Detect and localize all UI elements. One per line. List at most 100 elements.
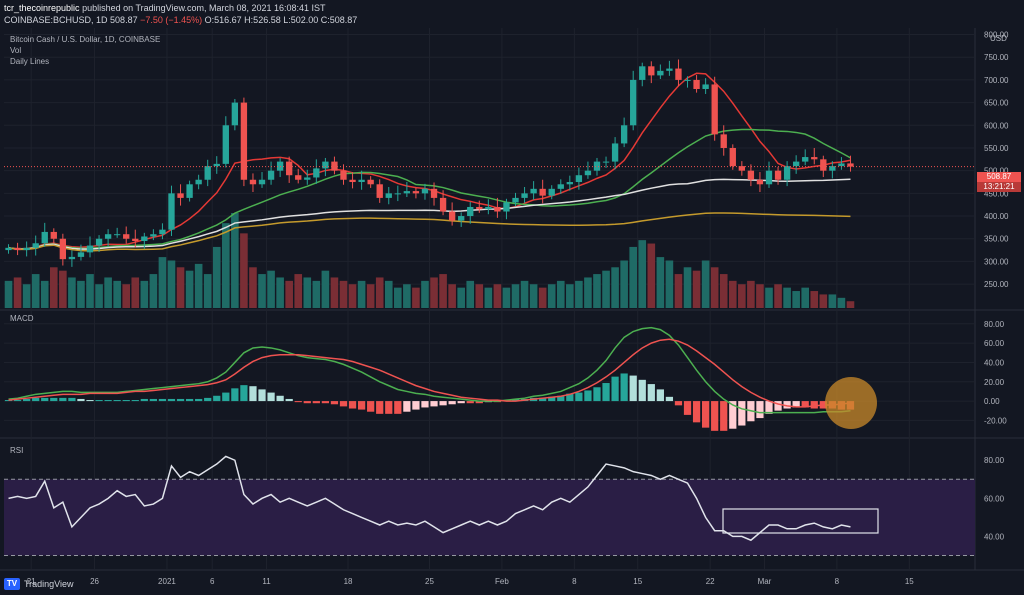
candle-body <box>113 234 121 236</box>
candle-body <box>68 256 76 260</box>
macd-histogram-bar <box>439 401 447 406</box>
candle-body <box>41 231 48 244</box>
macd-signal-line <box>8 338 851 408</box>
macd-label: MACD <box>10 314 34 323</box>
macd-histogram-bar <box>357 401 366 410</box>
macd-histogram-bar <box>276 395 284 402</box>
macd-histogram-bar <box>466 401 474 404</box>
macd-tick-label: 60.00 <box>984 339 1005 348</box>
candle-body <box>829 166 836 171</box>
volume-bar <box>321 270 330 308</box>
macd-histogram-bar <box>222 392 230 402</box>
volume-bar <box>692 270 701 308</box>
volume-bar <box>701 260 710 308</box>
volume-bar <box>457 287 465 308</box>
candle-body <box>548 188 555 196</box>
macd-histogram-bar <box>548 396 556 402</box>
volume-bar <box>249 267 257 308</box>
volume-bar <box>584 277 592 308</box>
rsi-line <box>8 455 851 542</box>
volume-bar <box>403 284 411 308</box>
volume-bar <box>448 284 456 308</box>
candle-body <box>132 238 139 242</box>
candle-body <box>159 229 166 235</box>
volume-bar <box>4 280 13 308</box>
macd-histogram-bar <box>167 398 176 402</box>
volume-bar <box>593 274 601 308</box>
macd-histogram-bar <box>584 390 592 402</box>
price-tick-label: 750.00 <box>984 53 1009 62</box>
tradingview-logo-icon: TV <box>4 578 20 590</box>
volume-bar <box>167 260 176 308</box>
x-tick-label: 8 <box>572 577 577 586</box>
volume-bar <box>647 243 656 308</box>
x-tick-label: 2021 <box>158 577 176 586</box>
candle-body <box>195 179 202 185</box>
volume-bar <box>747 280 755 308</box>
macd-histogram-bar <box>303 401 311 404</box>
volume-bar <box>620 260 628 308</box>
macd-histogram-bar <box>23 398 31 402</box>
volume-bar <box>783 287 791 308</box>
volume-bar <box>348 284 357 308</box>
volume-bar <box>176 267 185 308</box>
macd-histogram-bar <box>756 401 764 419</box>
candle-body <box>620 125 628 144</box>
macd-histogram-bar <box>267 392 275 402</box>
candle-body <box>820 159 827 171</box>
countdown-box: 13:21:21 <box>977 182 1021 192</box>
volume-bar <box>538 287 547 308</box>
volume-bar <box>556 280 565 308</box>
volume-bar <box>49 267 58 308</box>
macd-histogram-bar <box>638 379 646 402</box>
volume-bar <box>837 297 846 308</box>
x-tick-label: 11 <box>262 577 271 586</box>
rsi-tick-label: 40.00 <box>984 532 1005 541</box>
macd-histogram-bar <box>683 401 692 415</box>
volume-bar <box>511 284 520 308</box>
candle-body <box>59 238 67 260</box>
candle-body <box>430 188 438 198</box>
volume-bar <box>22 284 31 308</box>
macd-histogram-bar <box>13 400 22 402</box>
macd-histogram-bar <box>376 401 384 414</box>
volume-bar <box>294 274 303 308</box>
candle-body <box>711 84 718 135</box>
volume-bar <box>394 287 402 308</box>
volume-bar <box>203 274 212 308</box>
macd-highlight-circle <box>825 377 877 429</box>
macd-histogram-bar <box>711 401 719 431</box>
volume-bar <box>59 270 67 308</box>
candle-body <box>385 193 392 198</box>
volume-bar <box>330 277 339 308</box>
brand-logo[interactable]: TV TradingView <box>4 578 74 590</box>
volume-bar <box>31 274 40 308</box>
macd-histogram-bar <box>185 398 194 402</box>
macd-histogram-bar <box>213 395 221 402</box>
macd-tick-label: 20.00 <box>984 378 1005 387</box>
candle-body <box>530 188 537 194</box>
candle-body <box>367 179 374 185</box>
macd-histogram-bar <box>629 375 637 402</box>
candle-body <box>123 234 130 239</box>
macd-histogram-bar <box>765 401 773 414</box>
volume-bar <box>484 287 493 308</box>
volume-bar <box>276 277 284 308</box>
volume-bar <box>140 280 149 308</box>
candle-body <box>267 170 275 180</box>
volume-bar <box>566 284 574 308</box>
candle-body <box>358 179 365 183</box>
macd-histogram-bar <box>77 398 85 402</box>
candle-body <box>313 168 320 178</box>
candle-body <box>476 206 483 210</box>
macd-histogram-bar <box>312 401 320 404</box>
publish-line: tcr_thecoinrepublic published on Trading… <box>4 3 326 13</box>
candle-body <box>566 182 573 185</box>
candle-body <box>702 84 709 89</box>
volume-bar <box>149 274 158 308</box>
macd-histogram-bar <box>149 398 157 402</box>
candle-body <box>448 211 456 221</box>
candle-body <box>23 247 30 251</box>
macd-histogram-bar <box>403 401 411 412</box>
candle-body <box>349 179 356 183</box>
